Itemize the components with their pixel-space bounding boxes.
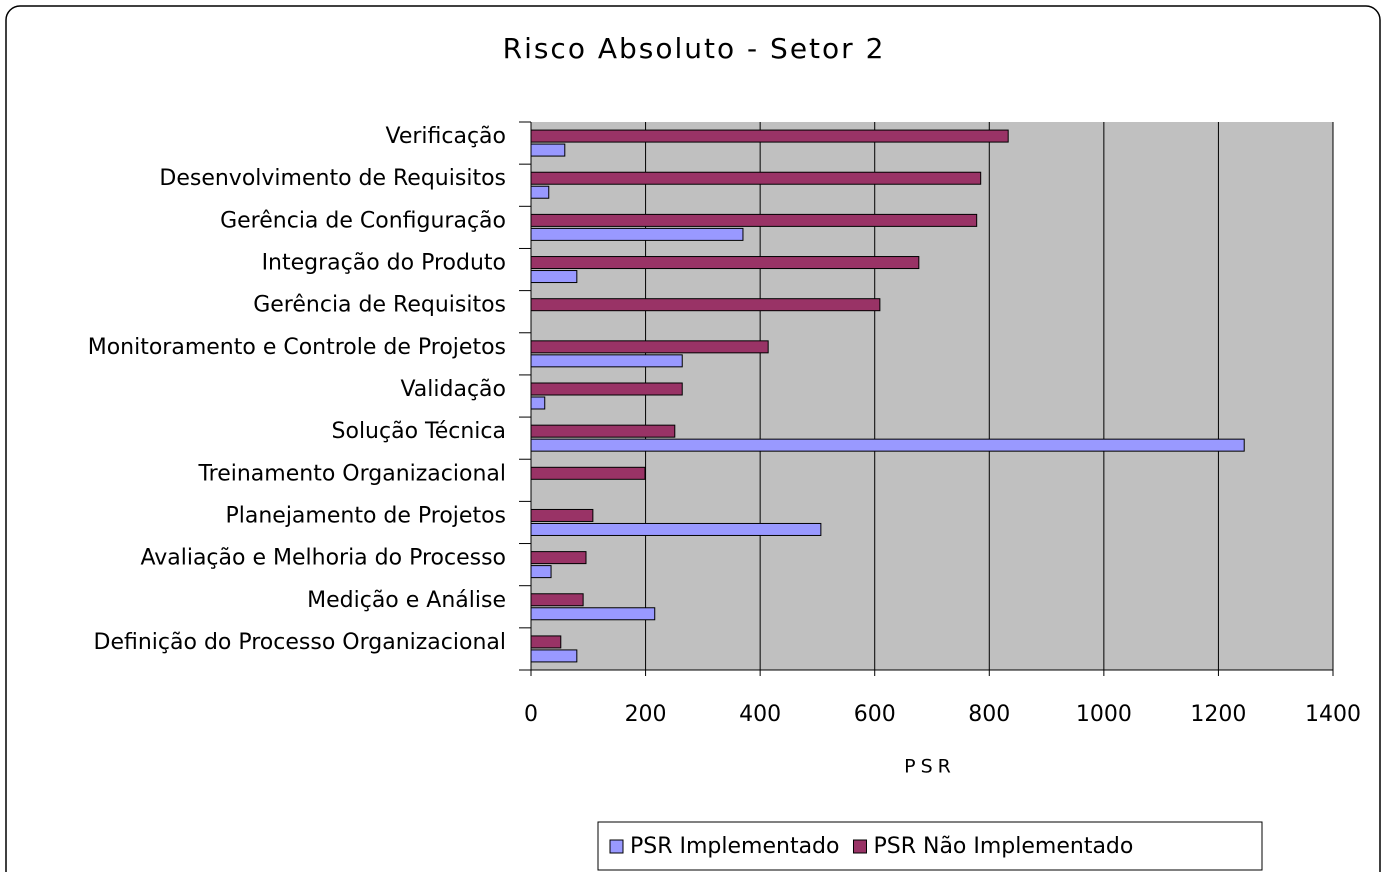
- y-tick-label: Gerência de Configuração: [220, 208, 506, 233]
- legend: [597, 821, 1263, 871]
- x-tick-label: 0: [524, 702, 538, 727]
- y-tick-label: Treinamento Organizacional: [197, 461, 506, 486]
- bar: [530, 185, 550, 199]
- bar: [530, 396, 546, 410]
- y-tick-label: Planejamento de Projetos: [225, 503, 506, 528]
- x-tick-label: 800: [968, 702, 1010, 727]
- bar: [530, 213, 978, 227]
- y-tick-label: Validação: [400, 377, 506, 402]
- x-axis-label: PSR: [904, 756, 956, 778]
- bar: [530, 565, 552, 579]
- y-tick-label: Gerência de Requisitos: [253, 293, 506, 318]
- bar: [530, 424, 676, 438]
- bar: [530, 171, 982, 185]
- bar: [530, 298, 881, 312]
- x-tick-label: 1400: [1305, 702, 1361, 727]
- y-tick-label: Avaliação e Melhoria do Processo: [140, 546, 506, 571]
- bar: [530, 227, 744, 241]
- plot-area: [531, 122, 1333, 670]
- y-tick-label: Monitoramento e Controle de Projetos: [88, 335, 506, 360]
- legend-swatch: [609, 839, 624, 854]
- bar: [530, 522, 822, 536]
- y-tick-label: Integração do Produto: [262, 251, 506, 276]
- bar: [530, 466, 646, 480]
- legend-label: PSR Não Implementado: [873, 834, 1133, 859]
- bar: [530, 129, 1009, 143]
- y-tick-label: Solução Técnica: [332, 419, 506, 444]
- bar: [530, 143, 566, 157]
- legend-swatch: [852, 839, 867, 854]
- bar: [530, 354, 683, 368]
- bar: [530, 340, 769, 354]
- bar: [530, 270, 578, 284]
- legend-label: PSR Implementado: [630, 834, 839, 859]
- y-tick-label: Medição e Análise: [307, 588, 506, 613]
- bar: [530, 551, 587, 565]
- bar: [530, 508, 594, 522]
- chart-title: Risco Absoluto - Setor 2: [503, 32, 886, 65]
- x-tick-label: 200: [625, 702, 667, 727]
- x-tick-label: 1000: [1076, 702, 1132, 727]
- x-tick-label: 400: [739, 702, 781, 727]
- bar: [530, 256, 920, 270]
- bar: [530, 438, 1245, 452]
- y-tick-label: Desenvolvimento de Requisitos: [159, 166, 506, 191]
- y-tick-label: Definição do Processo Organizacional: [94, 630, 506, 655]
- x-tick-label: 1200: [1190, 702, 1246, 727]
- bar: [530, 382, 683, 396]
- bar: [530, 593, 584, 607]
- bar: [530, 635, 562, 649]
- y-tick-label: Verificação: [385, 124, 506, 149]
- x-tick-label: 600: [854, 702, 896, 727]
- bar: [530, 607, 656, 621]
- bar: [530, 649, 578, 663]
